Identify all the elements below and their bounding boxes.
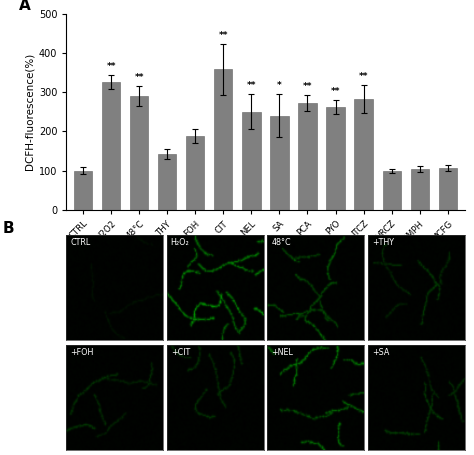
Text: +FOH: +FOH [70,349,93,357]
Text: H₂O₂: H₂O₂ [171,238,190,247]
Text: **: ** [246,81,256,90]
Text: **: ** [303,82,312,91]
Text: A: A [18,0,30,13]
Bar [130,96,148,210]
Text: +NEL: +NEL [271,349,293,357]
Text: **: ** [135,73,144,82]
Text: B: B [2,221,14,236]
Bar [327,107,345,210]
Text: **: ** [331,87,340,96]
Bar [214,69,232,210]
Text: +CIT: +CIT [171,349,190,357]
Bar [186,136,204,210]
Text: +THY: +THY [372,238,394,247]
Bar [74,171,92,210]
Bar [270,116,289,210]
Bar [102,82,120,210]
Text: *: * [277,81,282,90]
Text: **: ** [219,31,228,40]
Text: CTRL: CTRL [70,238,91,247]
Bar [383,171,401,210]
Bar [299,103,317,210]
Bar [158,154,176,210]
Text: **: ** [107,62,116,71]
Bar [355,99,373,210]
Text: +SA: +SA [372,349,389,357]
Bar [242,112,261,210]
Bar [438,168,457,210]
Y-axis label: DCFH-fluorescence(%): DCFH-fluorescence(%) [25,53,35,170]
Text: 48°C: 48°C [271,238,291,247]
Text: **: ** [359,72,368,81]
Bar [410,169,429,210]
